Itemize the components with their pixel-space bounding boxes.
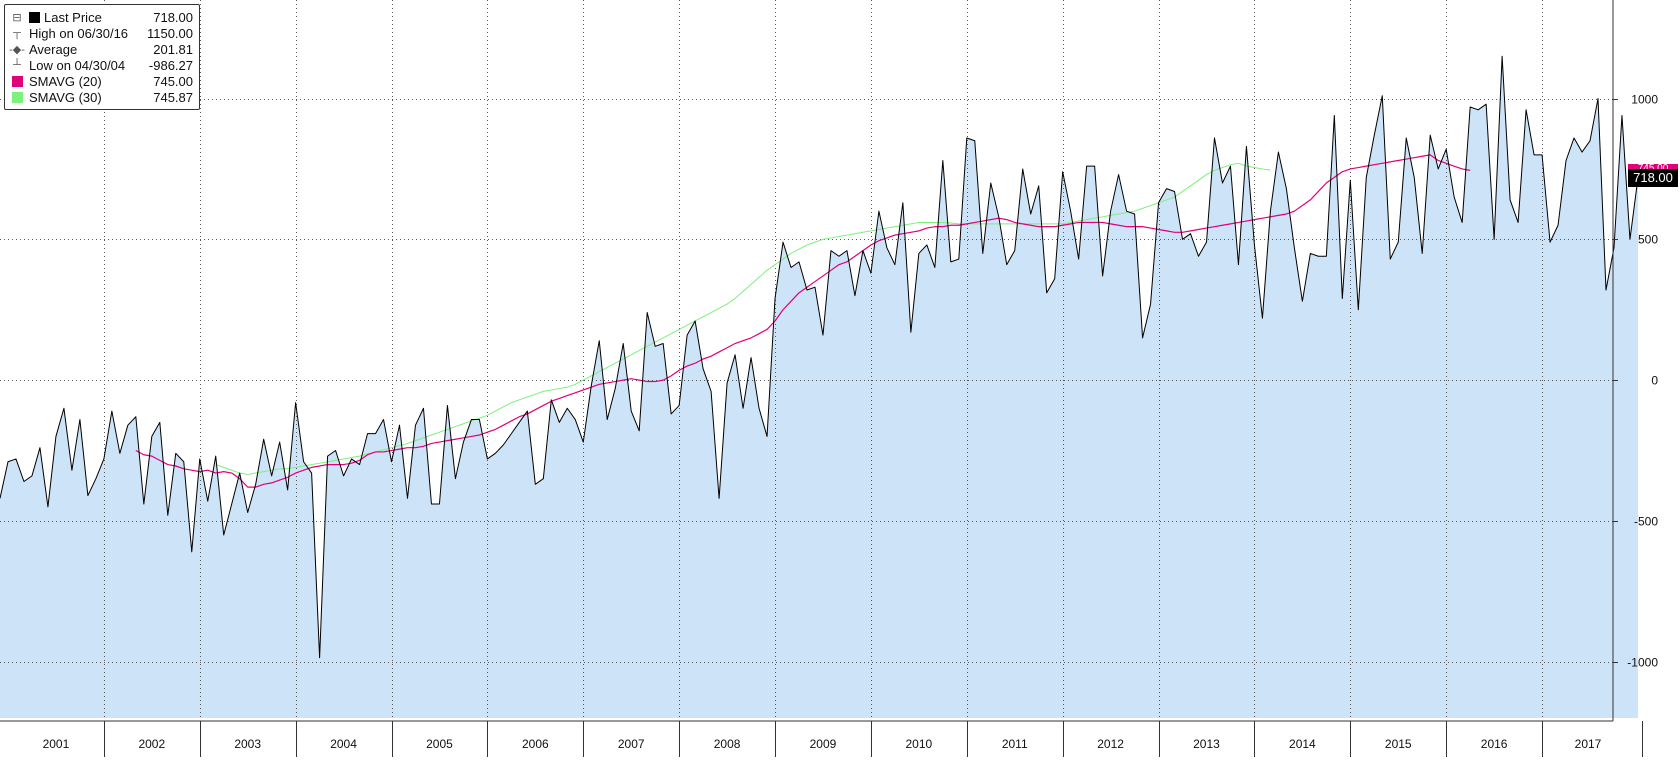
collapse-icon[interactable]: ⊟ [12, 11, 22, 24]
x-tick-label: 2013 [1193, 737, 1220, 751]
x-tick-label: 2005 [426, 737, 453, 751]
x-tick-label: 2015 [1385, 737, 1412, 751]
low-marker-icon: ┴ [13, 59, 21, 71]
x-tick-label: 2006 [522, 737, 549, 751]
legend: ⊟ Last Price 718.00 ┬ High on 06/30/16 1… [4, 4, 200, 110]
legend-swatch-smavg-20 [9, 75, 25, 87]
y-tick-label: 1000 [1631, 93, 1658, 107]
series-line-last-price [0, 55, 1639, 659]
x-tick-label: 2010 [905, 737, 932, 751]
y-tick-label: -500 [1634, 515, 1658, 529]
legend-label: SMAVG (30) [29, 89, 102, 105]
x-tick-label: 2003 [234, 737, 261, 751]
x-tick-label: 2007 [618, 737, 645, 751]
legend-swatch-smavg-30 [9, 91, 25, 103]
legend-value: -986.27 [148, 57, 193, 73]
legend-label: SMAVG (20) [29, 73, 102, 89]
y-tick-label: 500 [1638, 233, 1658, 247]
legend-value: 745.00 [153, 73, 193, 89]
x-tick-label: 2008 [714, 737, 741, 751]
y-tick-label: -1000 [1627, 656, 1658, 670]
last-price-tag: 718.00 [1628, 168, 1678, 187]
price-area [0, 56, 1638, 719]
legend-label: Average [29, 41, 78, 57]
legend-value: 745.87 [153, 89, 193, 105]
series-layer [0, 55, 1639, 659]
x-tick-label: 2004 [330, 737, 357, 751]
grid-layer [0, 0, 1613, 718]
series-line-smavg-20 [135, 154, 1471, 488]
legend-label: Last Price [44, 9, 102, 25]
x-tick-label: 2009 [810, 737, 837, 751]
legend-item-low: ┴ Low on 04/30/04 -986.27 [9, 57, 193, 73]
x-tick-label: 2017 [1575, 737, 1602, 751]
legend-swatch-last-price [29, 11, 40, 23]
high-marker-icon: ┬ [13, 27, 21, 39]
legend-item-smavg-30: SMAVG (30) 745.87 [9, 89, 193, 105]
legend-label: High on 06/30/16 [29, 25, 129, 41]
series-line-smavg-30 [215, 162, 1271, 475]
x-tick-label: 2011 [1002, 737, 1028, 751]
legend-label: Low on 04/30/04 [29, 57, 126, 73]
legend-value: 1150.00 [146, 25, 193, 41]
legend-value: 201.81 [153, 41, 193, 57]
x-tick-label: 2016 [1481, 737, 1508, 751]
average-marker-icon: -◆- [9, 43, 25, 56]
price-area-layer [0, 56, 1638, 719]
legend-item-average: -◆- Average 201.81 [9, 41, 193, 57]
legend-item-smavg-20: SMAVG (20) 745.00 [9, 73, 193, 89]
x-tick-label: 2002 [138, 737, 165, 751]
x-tick-label: 2012 [1097, 737, 1124, 751]
legend-item-high: ┬ High on 06/30/16 1150.00 [9, 25, 193, 41]
legend-item-last-price: ⊟ Last Price 718.00 [9, 9, 193, 25]
y-tick-label: 0 [1651, 374, 1658, 388]
x-tick-label: 2001 [43, 737, 70, 751]
x-tick-label: 2014 [1289, 737, 1316, 751]
legend-value: 718.00 [153, 9, 193, 25]
